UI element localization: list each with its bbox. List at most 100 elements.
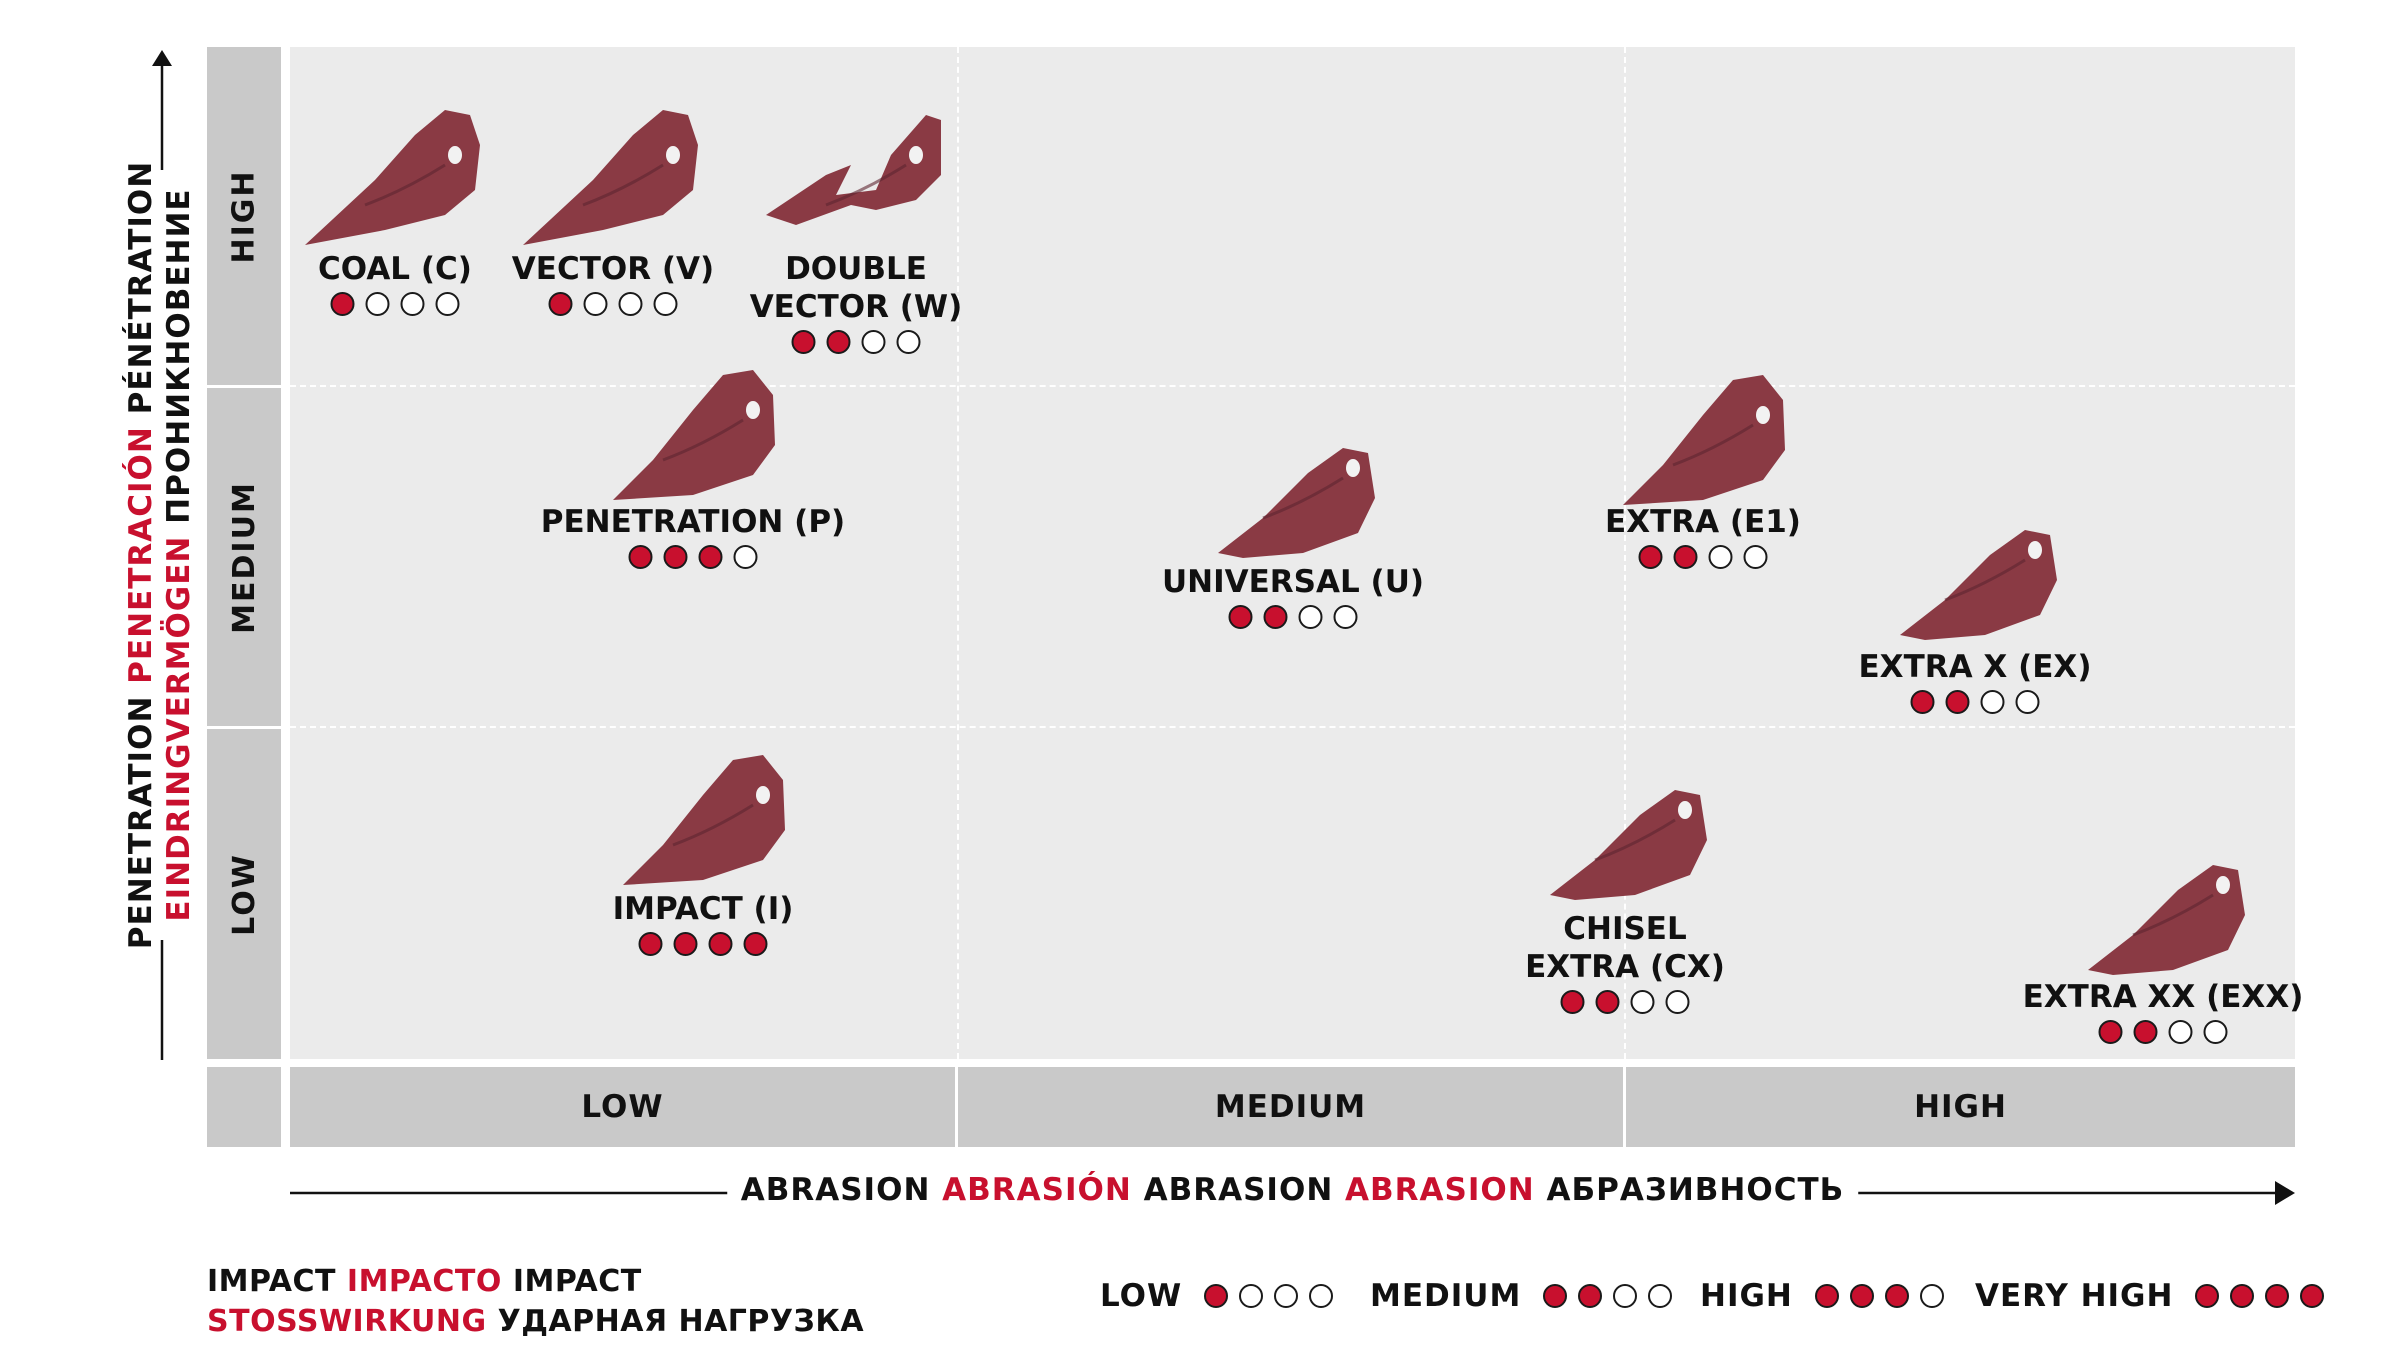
header-corner [207,1067,281,1147]
impact-dot-empty [733,545,758,569]
y-axis-title: PENETRATION PENETRACIÓN PÉNÉTRATION EIND… [122,161,198,949]
impact-dots [330,292,460,316]
impact-dot-filled [2265,1284,2290,1308]
tooth-label: PENETRATION (P) [541,503,845,541]
impact-dot-empty [583,292,608,316]
y-axis: PENETRATION PENETRACIÓN PÉNÉTRATION EIND… [100,50,220,1060]
tooth-label-line: VECTOR (V) [511,251,715,287]
impact-dot-empty [1743,545,1768,569]
impact-title-part: УДАРНАЯ НАГРУЗКА [497,1304,865,1339]
x-axis-title: ABRASION ABRASIÓN ABRASION ABRASION АБРА… [726,1172,1859,1208]
tooth-label: COAL (C) [318,250,472,288]
impact-dot-filled [791,330,816,354]
impact-dot-filled [1228,605,1253,629]
legend-item-label: HIGH [1700,1278,1793,1314]
x-title-part: ABRASION [1143,1172,1346,1208]
tooth-image [756,95,956,265]
impact-dot-filled [628,545,653,569]
impact-dot-empty [1919,1284,1944,1308]
tooth-image [2063,825,2263,995]
y-title-part: PENETRACIÓN [123,414,159,684]
impact-dot-filled [1543,1284,1568,1308]
impact-dots [1543,1284,1673,1308]
impact-dot-filled [1673,545,1698,569]
x-title-part: ABRASION [740,1172,943,1208]
impact-dot-empty [1980,690,2005,714]
tooth-image [1603,355,1803,525]
impact-dots [1560,990,1690,1014]
impact-title-part: IMPACT [512,1264,642,1299]
tooth-label: DOUBLE VECTOR (W) [750,250,963,326]
tooth-image [1875,490,2075,660]
impact-dots [638,932,768,956]
impact-dot-empty [1333,605,1358,629]
impact-dot-filled [698,545,723,569]
tooth-image [513,95,713,265]
impact-dot-filled [330,292,355,316]
impact-dot-filled [1560,990,1585,1014]
x-axis: ABRASION ABRASIÓN ABRASION ABRASION АБРА… [290,1172,2295,1222]
legend-item-label: LOW [1100,1278,1183,1314]
impact-dot-empty [1239,1284,1264,1308]
impact-dot-filled [826,330,851,354]
impact-dot-empty [400,292,425,316]
tooth-label: EXTRA X (EX) [1859,648,2092,686]
row-header-high: HIGH [207,47,281,385]
impact-dot-filled [1578,1284,1603,1308]
impact-dots [1228,605,1358,629]
impact-dot-filled [708,932,733,956]
impact-dot-empty [1630,990,1655,1014]
impact-dot-filled [1910,690,1935,714]
tooth-label: UNIVERSAL (U) [1162,563,1424,601]
impact-dots [791,330,921,354]
impact-dot-filled [1204,1284,1229,1308]
row-header-medium: MEDIUM [207,388,281,726]
tooth-label-line: EXTRA XX (EXX) [2022,979,2304,1015]
impact-dot-filled [2098,1020,2123,1044]
legend-item-label: MEDIUM [1370,1278,1522,1314]
legend-item-high: HIGH [1700,1278,1944,1314]
impact-dot-filled [1814,1284,1839,1308]
impact-dot-filled [1849,1284,1874,1308]
impact-dot-filled [743,932,768,956]
impact-dot-empty [896,330,921,354]
tooth-image [603,735,803,905]
impact-dot-empty [618,292,643,316]
y-title-part: EINDRINGVERMÖGEN [161,523,197,922]
impact-dot-filled [638,932,663,956]
x-title-part: ABRASIÓN [942,1172,1144,1208]
tooth-image [1193,408,1393,578]
impact-legend-title: IMPACT IMPACTO IMPACT STOSSWIRKUNG УДАРН… [207,1262,864,1342]
legend-item-low: LOW [1100,1278,1334,1314]
impact-dots [1910,690,2040,714]
y-axis-arrow [152,50,172,1060]
tooth-label-line: COAL (C) [318,251,472,287]
impact-dot-filled [1595,990,1620,1014]
impact-dots [628,545,758,569]
y-axis-title-line2: EINDRINGVERMÖGEN ПРОНИКНОВЕНИЕ [160,161,198,949]
tooth-label-line: VECTOR (W) [749,289,963,325]
impact-title-part: STOSSWIRKUNG [207,1304,498,1339]
impact-dot-empty [861,330,886,354]
row-header-low: LOW [207,729,281,1059]
impact-dot-empty [2015,690,2040,714]
impact-dot-filled [663,545,688,569]
impact-dot-empty [1708,545,1733,569]
impact-dot-filled [673,932,698,956]
impact-dot-filled [2133,1020,2158,1044]
tooth-label-line: UNIVERSAL (U) [1161,564,1425,600]
impact-dots [2195,1284,2325,1308]
legend-item-label: VERY HIGH [1975,1278,2174,1314]
tooth-label: IMPACT (I) [613,890,794,928]
impact-dot-empty [1613,1284,1638,1308]
impact-dot-empty [1665,990,1690,1014]
col-header-low: LOW [290,1067,955,1147]
legend-item-very-high: VERY HIGH [1975,1278,2325,1314]
y-title-part: PENETRATION [123,683,159,950]
impact-dot-filled [548,292,573,316]
tooth-label-line: PENETRATION (P) [540,504,846,540]
tooth-label-line: EXTRA (E1) [1605,504,1801,540]
y-axis-title-line1: PENETRATION PENETRACIÓN PÉNÉTRATION [122,161,160,949]
impact-dots [1814,1284,1944,1308]
tooth-label: VECTOR (V) [512,250,714,288]
